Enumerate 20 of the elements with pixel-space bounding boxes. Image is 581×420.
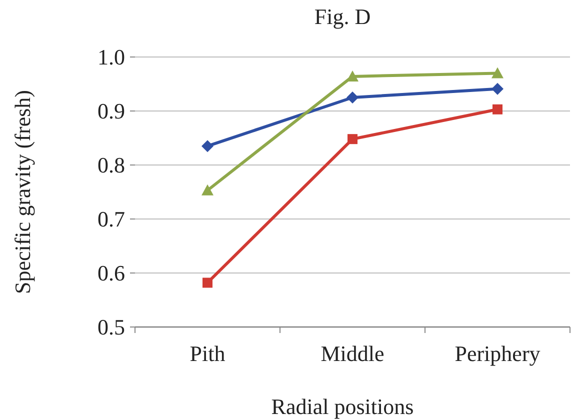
y-tick-label: 1.0 [98,44,125,70]
y-tick-label: 0.8 [98,152,125,178]
y-tick-label: 0.7 [98,206,125,232]
y-tick-label: 0.9 [98,98,125,124]
chart-title: Fig. D [314,4,371,29]
x-axis-title: Radial positions [271,394,414,419]
x-tick-label: Middle [320,341,384,366]
y-tick-label: 0.5 [98,314,125,340]
point [202,184,214,196]
point [202,278,212,288]
point [492,67,504,78]
point [346,92,358,104]
x-tick-label: Periphery [454,341,540,366]
x-tick-label: Pith [190,341,226,366]
point [492,104,502,114]
y-axis-title: Specific gravity (fresh) [10,90,35,294]
point [348,134,358,144]
y-tick-label: 0.6 [98,260,125,286]
point [202,140,214,152]
point [492,82,504,95]
